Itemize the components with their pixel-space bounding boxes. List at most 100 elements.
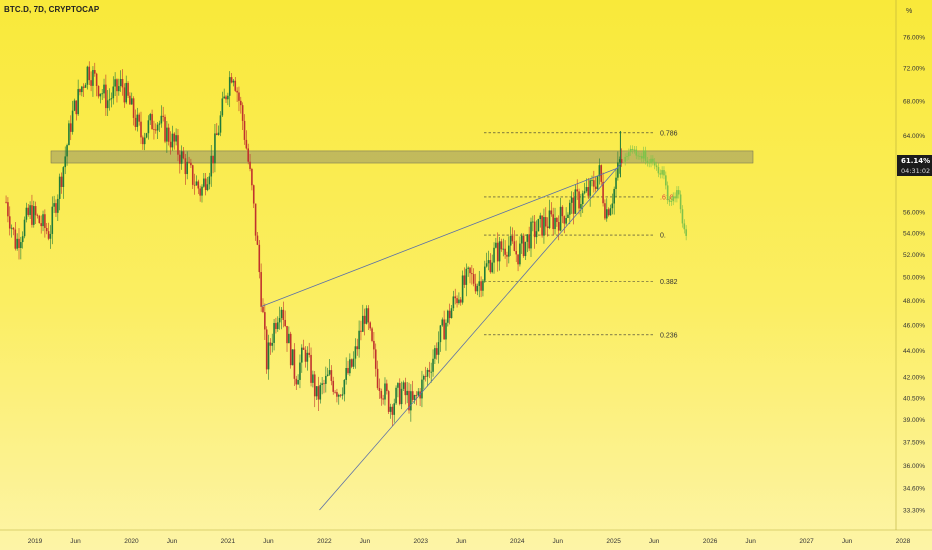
candle-body: [123, 87, 126, 103]
candle-body: [254, 203, 257, 236]
candle-body: [293, 349, 296, 379]
candle-body: [345, 367, 347, 380]
candle-body: [308, 352, 310, 355]
projection-body: [677, 190, 680, 195]
candle-body: [249, 161, 251, 169]
candle-body: [330, 370, 333, 381]
candle-body: [495, 242, 497, 248]
x-tick-label: Jun: [456, 538, 467, 545]
candle-body: [559, 206, 562, 231]
candle-body: [461, 275, 464, 303]
candle-body: [32, 206, 35, 225]
candle-body: [302, 347, 305, 350]
candle-body: [443, 319, 445, 340]
candle-body: [55, 203, 57, 213]
projection-body: [666, 185, 669, 201]
y-tick-label: 46.00%: [903, 322, 925, 329]
candle-body: [387, 391, 390, 412]
candle-body: [217, 132, 220, 135]
candle-body: [214, 133, 216, 164]
candle-body: [258, 244, 261, 273]
x-tick-label: Jun: [649, 538, 660, 545]
candle-body: [276, 322, 279, 330]
candle-body: [118, 86, 120, 92]
candle-body: [607, 209, 610, 216]
candle-body: [430, 371, 432, 373]
candle-body: [36, 215, 39, 217]
candle-body: [382, 398, 384, 400]
candle-body: [49, 233, 52, 239]
candle-body: [252, 185, 255, 204]
candle-body: [7, 202, 9, 217]
candle-body: [101, 93, 103, 95]
y-tick-label: 72.00%: [903, 65, 925, 72]
lower-trendline[interactable]: [319, 162, 622, 511]
candle-body: [615, 177, 617, 189]
candle-body: [317, 386, 320, 400]
projection-body: [635, 149, 638, 156]
candle-body: [467, 267, 469, 269]
candle-body: [554, 217, 556, 230]
projection-body: [672, 196, 675, 202]
candle-body: [456, 298, 458, 304]
projection-body: [642, 150, 645, 159]
candle-body: [398, 383, 401, 405]
candle-body: [45, 227, 48, 232]
candle-body: [472, 274, 475, 284]
candle-body: [458, 299, 460, 304]
candle-body: [278, 318, 281, 323]
candle-body: [230, 77, 233, 83]
resistance-zone[interactable]: [50, 150, 754, 164]
candle-body: [267, 342, 270, 370]
candle-body: [73, 100, 76, 111]
candle-body: [319, 384, 322, 400]
x-tick-label: Jun: [552, 538, 563, 545]
projection-body: [653, 161, 656, 166]
y-tick-label: 39.00%: [903, 417, 925, 424]
candle-body: [154, 129, 157, 131]
candle-body: [304, 349, 307, 362]
candle-body: [498, 241, 501, 262]
candle-body: [247, 148, 250, 162]
x-tick-label: Jun: [360, 538, 371, 545]
candle-body: [544, 217, 547, 227]
candle-body: [609, 208, 612, 216]
candle-body: [88, 66, 91, 81]
candle-body: [417, 391, 420, 396]
candle-body: [463, 275, 466, 285]
x-tick-label: Jun: [167, 538, 178, 545]
candle-body: [103, 84, 105, 94]
candle-body: [508, 245, 510, 257]
y-tick-label: 33.30%: [903, 508, 925, 515]
candle-body: [51, 206, 54, 234]
candle-body: [251, 168, 253, 186]
candle-body: [145, 133, 148, 138]
candle-body: [356, 346, 359, 350]
projection-body: [633, 149, 636, 151]
projection-body: [659, 173, 662, 175]
candle-body: [519, 243, 521, 265]
candle-body: [240, 100, 242, 106]
candle-body: [478, 281, 481, 286]
candle-body: [439, 325, 442, 343]
candle-body: [602, 181, 604, 204]
candle-body: [8, 216, 11, 229]
candle-body: [208, 176, 211, 185]
candle-body: [66, 145, 68, 157]
candle-body: [232, 80, 235, 83]
candle-body: [389, 406, 392, 412]
candle-body: [533, 221, 536, 238]
candle-body: [361, 315, 364, 332]
candle-body: [288, 333, 290, 344]
candle-body: [378, 387, 381, 391]
candle-body: [517, 254, 519, 265]
upper-trendline[interactable]: [261, 167, 619, 307]
candle-body: [236, 90, 238, 93]
candle-body: [201, 186, 203, 196]
price-scale-unit[interactable]: %: [906, 8, 913, 15]
candle-body: [502, 248, 505, 250]
candle-body: [411, 391, 414, 400]
candle-body: [180, 151, 183, 164]
candle-body: [116, 79, 118, 92]
